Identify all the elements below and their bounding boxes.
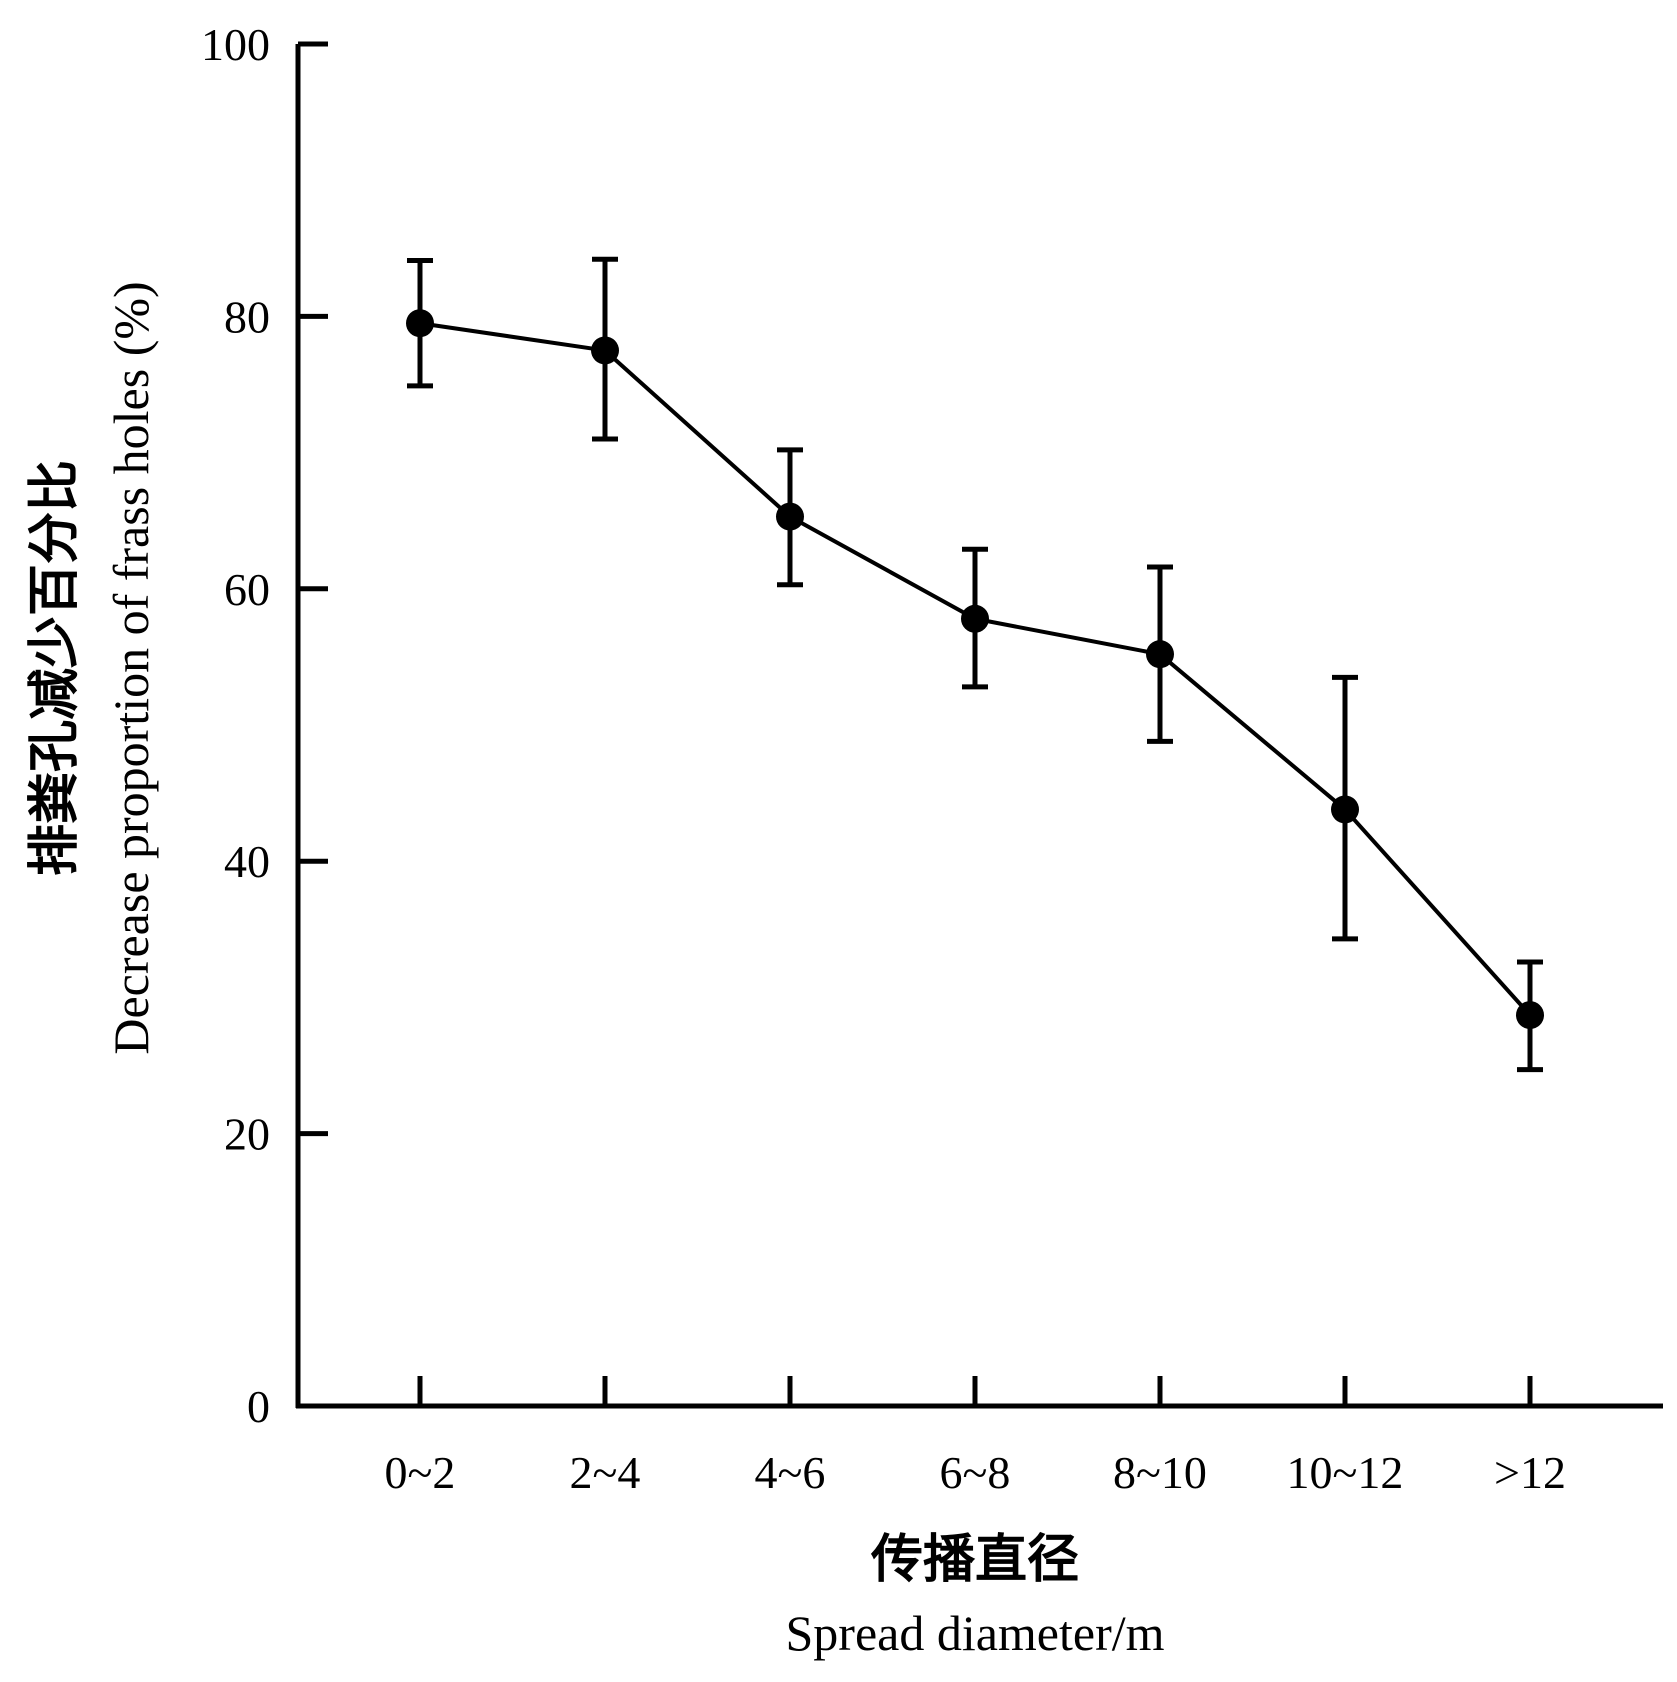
data-point <box>1516 1001 1544 1030</box>
ticks: 0 20 40 60 80 100 0~2 2~4 4~6 6~8 8~10 10~12 >12 <box>201 19 1566 1498</box>
y-tick-label: 20 <box>224 1109 270 1160</box>
data-point <box>1331 795 1359 824</box>
axis-titles: 排粪孔减少百分比 Decrease proportion of frass ho… <box>25 281 1165 1661</box>
x-tick-label: 10~12 <box>1287 1447 1404 1498</box>
x-tick-label: >12 <box>1494 1447 1566 1498</box>
x-tick-label: 0~2 <box>385 1447 456 1498</box>
y-tick-label: 80 <box>224 291 270 342</box>
x-tick-label: 2~4 <box>570 1447 641 1498</box>
x-tick-label: 6~8 <box>940 1447 1011 1498</box>
y-tick-label: 60 <box>224 564 270 615</box>
x-axis-title-chinese: 传播直径 <box>870 1530 1079 1590</box>
series <box>406 256 1544 1073</box>
data-point <box>591 336 619 365</box>
axes <box>295 44 1663 1409</box>
y-axis-title-english: Decrease proportion of frass holes (%) <box>103 281 159 1054</box>
y-tick-label: 40 <box>224 836 270 887</box>
data-point <box>1146 640 1174 669</box>
x-tick-label: 4~6 <box>755 1447 826 1498</box>
y-tick-label: 100 <box>201 19 270 70</box>
x-axis-title-english: Spread diameter/m <box>785 1605 1164 1661</box>
y-axis-title-chinese: 排粪孔减少百分比 <box>25 460 85 876</box>
data-point <box>406 309 434 338</box>
x-tick-label: 8~10 <box>1113 1447 1207 1498</box>
y-tick-label: 0 <box>247 1381 270 1432</box>
data-point <box>961 604 989 633</box>
data-point <box>776 502 804 531</box>
